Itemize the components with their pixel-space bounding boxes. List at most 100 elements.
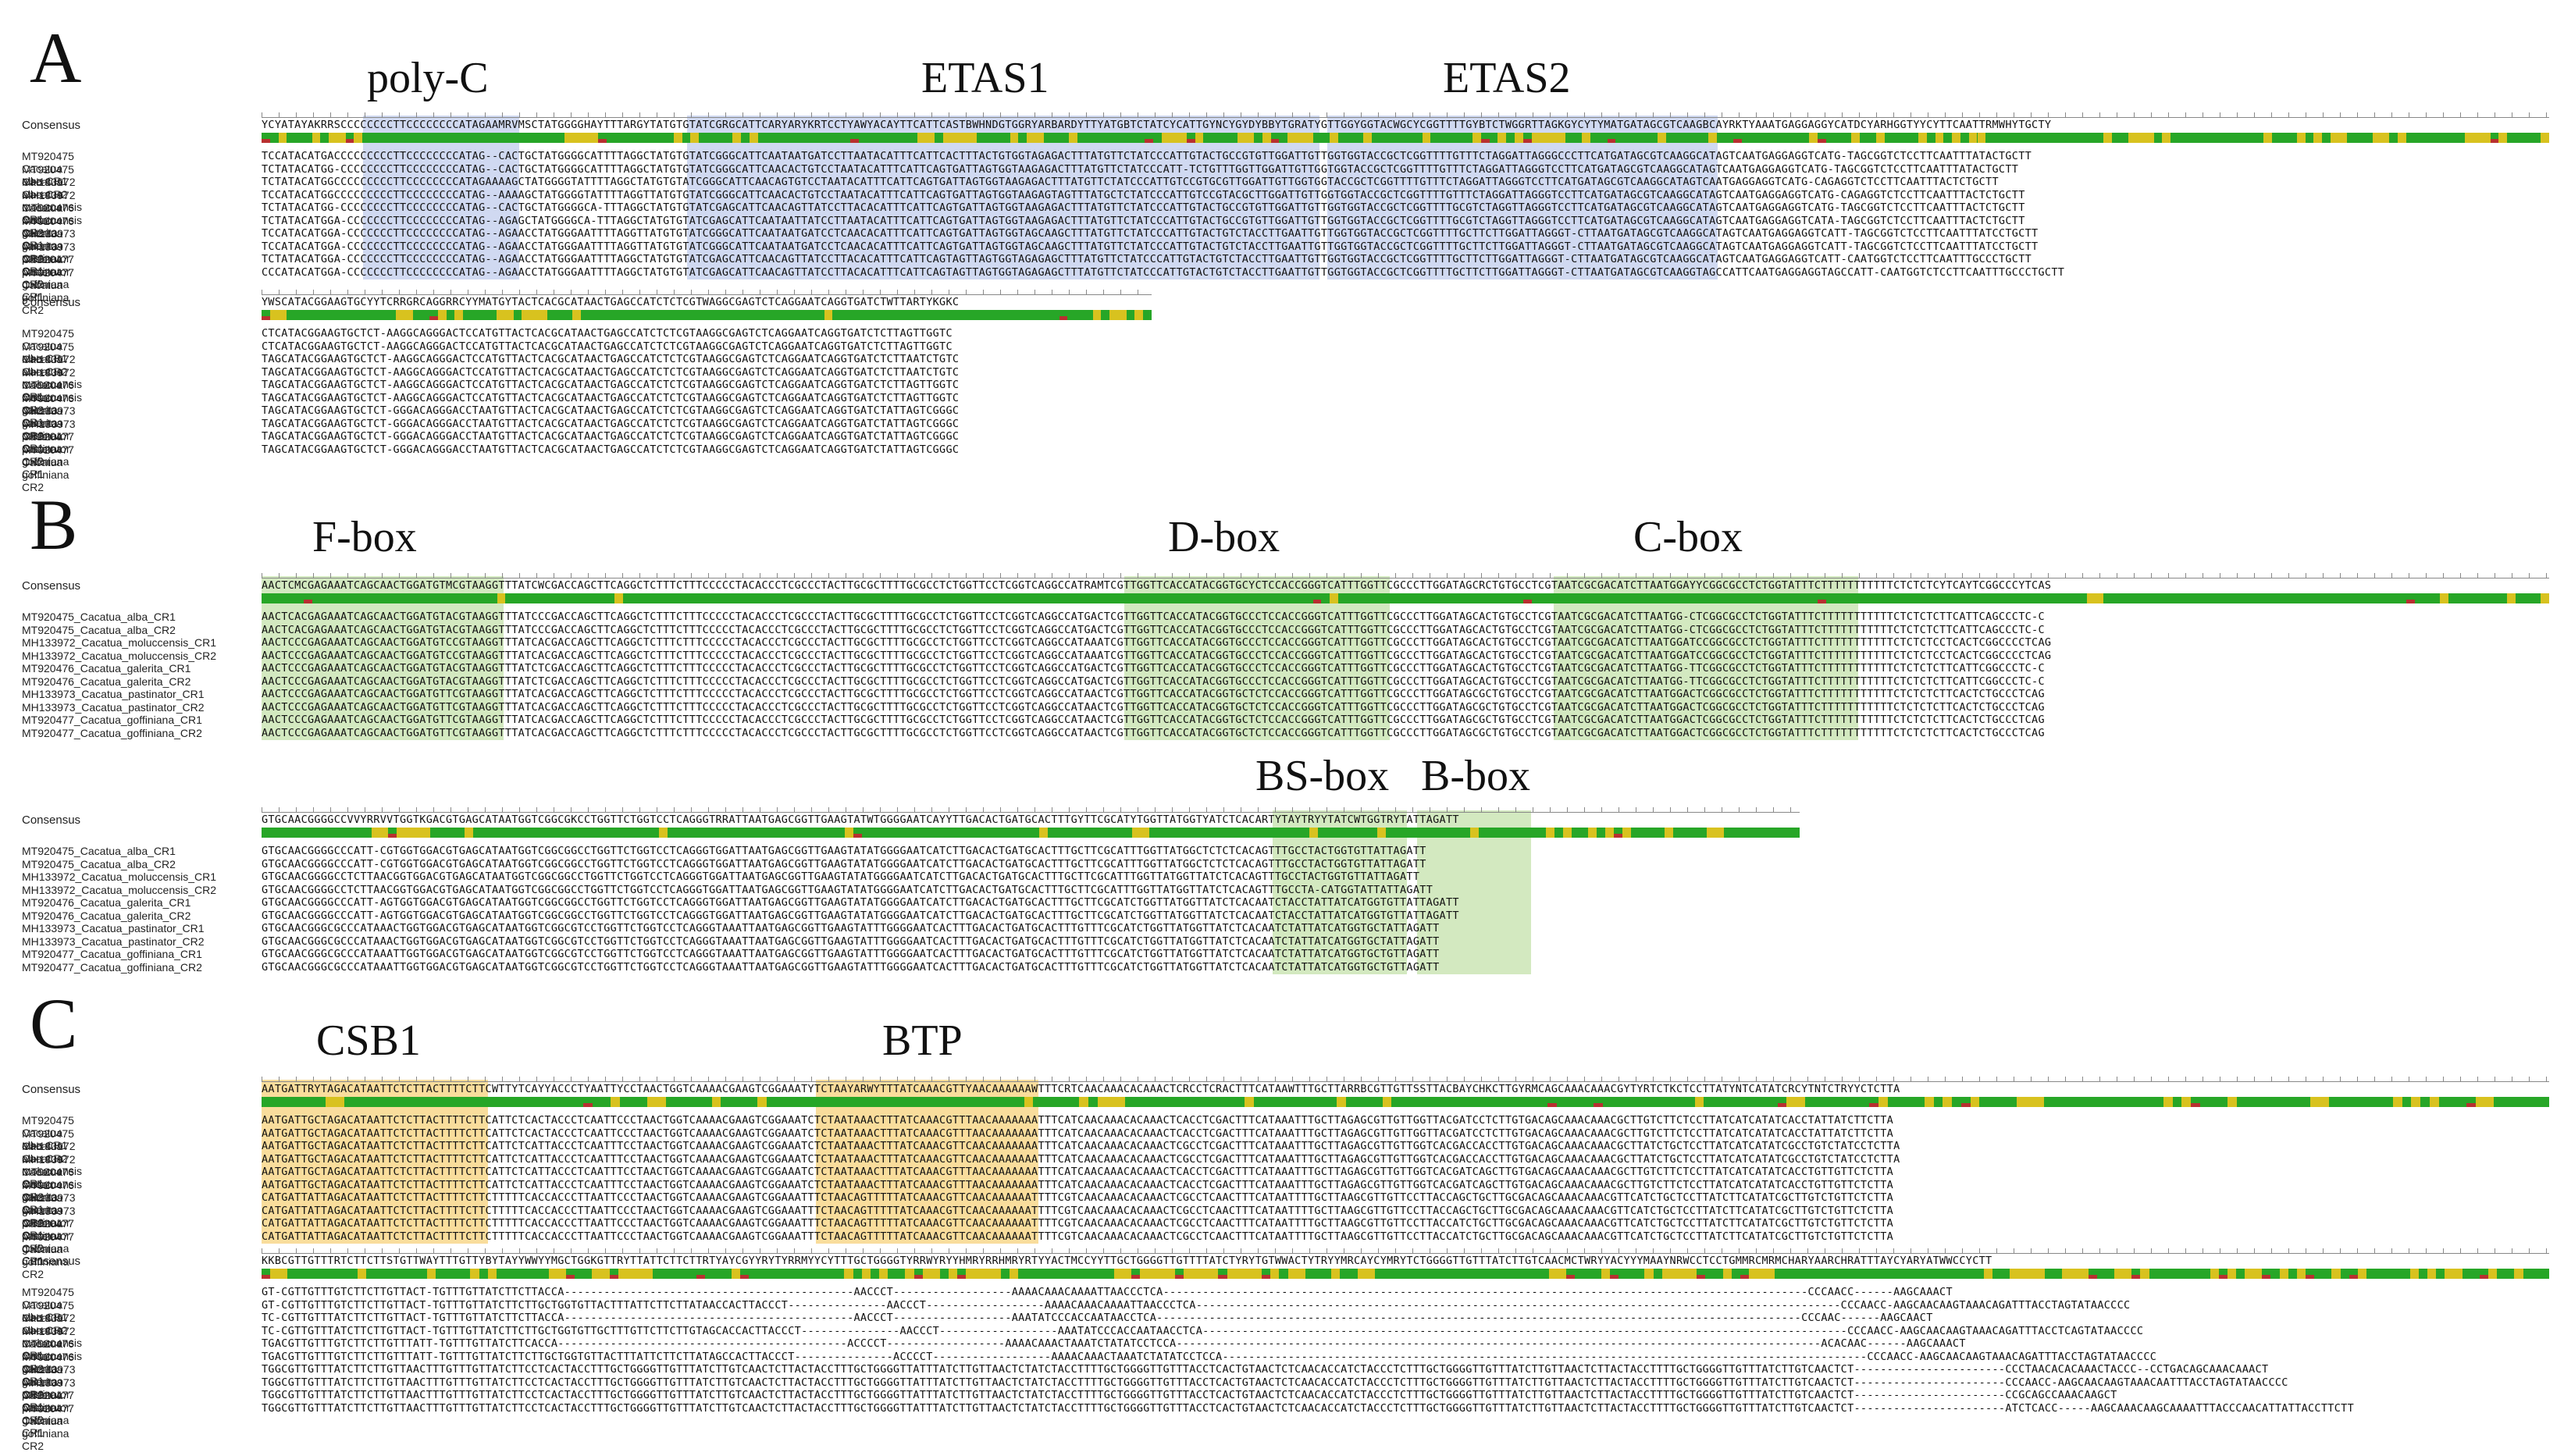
sequence-row: AACTCCCGAGAAATCAGCAACTGGATGTACGTAAGGTTTA… [262, 675, 2045, 688]
sequence-row: AACTCACGAGAAATCAGCAACTGGATGTACGTAAGGTTTA… [262, 611, 2045, 623]
sequence-name: MH133973_Cacatua_pastinator_CR2 [22, 700, 205, 714]
sequence-name: MT920476 Cacatua galerita CR1 [22, 201, 74, 251]
region-label-b-box: B-box [1421, 752, 1530, 800]
sequence-name: MT920475_Cacatua_alba_CR1 [22, 611, 176, 623]
consensus-label: Consensus [22, 813, 81, 827]
identity-bar [262, 133, 2549, 143]
sequence-row: AACTCACGAGAAATCAGCAACTGGATGTACGTAAGGTTTA… [262, 623, 2045, 636]
sequence-row: TAGCATACGGAAGTGCTCT-GGGACAGGGACCTAATGTTA… [262, 430, 960, 443]
sequence-row: TAGCATACGGAAGTGCTCT-AAGGCAGGGACTCCATGTTA… [262, 379, 960, 391]
highlight-etas1 [687, 116, 1319, 279]
highlight-d-box [1124, 576, 1390, 740]
sequence-name: MH133973 Cacatua pastinator CR2 [22, 1376, 76, 1426]
position-ruler [262, 283, 1152, 295]
identity-bar [262, 1269, 2549, 1279]
panel-a-letter: A [30, 18, 82, 98]
sequence-name: MT920476 Cacatua galerita CR2 [22, 1178, 74, 1229]
sequence-name: MT920477_Cacatua_goffiniana_CR2 [22, 726, 202, 739]
panel-b-letter: B [30, 485, 78, 564]
region-label-csb1: CSB1 [316, 1016, 421, 1065]
identity-bar [262, 828, 1800, 838]
sequence-name: MH133972 Cacatua moluccensis CR2 [22, 188, 83, 239]
consensus-label: Consensus [22, 579, 81, 593]
sequence-row: AATGATTGCTAGACATAATTCTCTTACTTTTCTTCATTCT… [262, 1114, 1894, 1127]
sequence-row: GTGCAACGGGCGCCCATAAATTGGTGGACGTGAGCATAAT… [262, 960, 1440, 974]
sequence-row: GTGCAACGGGGCCCATT-AGTGGTGGACGTGAGCATAATG… [262, 909, 1459, 922]
sequence-row: CATGATTATTAGACATAATTCTCTTACTTTTCTTCTTTTT… [262, 1191, 1894, 1204]
sequence-name: MH133972 Cacatua moluccensis CR1 [22, 353, 83, 403]
sequence-name: MT920476_Cacatua_galerita_CR2 [22, 675, 191, 688]
sequence-name: MH133973 Cacatua pastinator CR2 [22, 1204, 76, 1255]
consensus-label: Consensus [22, 119, 81, 132]
sequence-row: TCTATACATGG-CCCCCCCCTTCCCCCCCCATAG--CACT… [262, 201, 2025, 214]
sequence-name: MT920477 Cacatua goffiniana CR2 [22, 265, 74, 316]
sequence-row: TGACGTTGTTTGTCTTCTTGTTTATT-TGTTTGTTATCTT… [262, 1337, 1966, 1350]
sequence-name: MH133973 Cacatua pastinator CR1 [22, 227, 76, 277]
position-ruler [262, 106, 2549, 118]
sequence-name: MT920477_Cacatua_goffiniana_CR1 [22, 948, 202, 960]
sequence-row: AACTCCCGAGAAATCAGCAACTGGATGTTCGTAAGGTTTA… [262, 714, 2045, 726]
sequence-name: MH133972 Cacatua moluccensis CR2 [22, 365, 83, 416]
region-label-poly-c: poly-C [367, 54, 489, 102]
sequence-row: TCTATACATGGA-CCCCCCCTTCCCCCCCCATAG--AGAG… [262, 214, 2025, 227]
sequence-name: MH133972_Cacatua_moluccensis_CR2 [22, 649, 217, 662]
panel-c: C CSB1 BTP Consensus AATGATTRYTAGACATAATT… [0, 988, 2564, 1456]
sequence-row: CCCATACATGGA-CCCCCCCTTCCCCCCCCATAG--AGAA… [262, 265, 2065, 279]
sequence-row: GTGCAACGGGGCCTCTTAACGGTGGACGTGAGCATAATGG… [262, 883, 1433, 896]
sequence-row: CTCATACGGAAGTGCTCT-AAGGCAGGGACTCCATGTTAC… [262, 340, 953, 353]
region-label-etas2: ETAS2 [1443, 54, 1571, 102]
sequence-name: MH133972 Cacatua moluccensis CR1 [22, 176, 83, 226]
sequence-name: MH133972 Cacatua moluccensis CR2 [22, 1152, 83, 1203]
sequence-name: MH133973 Cacatua pastinator CR1 [22, 1363, 76, 1413]
sequence-name: MT920475 Cacatua alba CR2 [22, 340, 74, 378]
highlight-poly-c [363, 116, 519, 279]
sequence-row: GT-CGTTGTTTGTCTTCTTGTTACT-TGTTTGTTATCTTC… [262, 1298, 2131, 1312]
sequence-row: AACTCCCGAGAAATCAGCAACTGGATGTTCGTAAGGTTTA… [262, 700, 2045, 714]
sequence-name: MT920475_Cacatua_alba_CR1 [22, 845, 176, 857]
position-ruler [262, 1070, 2549, 1082]
sequence-name: MT920475 Cacatua alba CR2 [22, 1127, 74, 1165]
sequence-name: MH133973_Cacatua_pastinator_CR1 [22, 688, 205, 700]
identity-bar [262, 310, 1152, 320]
region-label-btp: BTP [882, 1016, 963, 1065]
sequence-name: MH133973_Cacatua_pastinator_CR1 [22, 922, 205, 934]
sequence-row: TGGCGTTGTTTATCTTCTTGTTAACTTTGTTTGTTATCTT… [262, 1401, 2354, 1415]
sequence-row: TAGCATACGGAAGTGCTCT-AAGGCAGGGACTCCATGTTA… [262, 365, 960, 379]
sequence-row: GTGCAACGGGGCCCATT-AGTGGTGGACGTGAGCATAATG… [262, 896, 1459, 909]
sequence-row: TCTATACATGGCCCCCCCCCTTCCCCCCCCATAGAAAAGC… [262, 176, 1999, 188]
consensus-sequence: GTGCAACGGGGCCVVYRRVVTGGTKGACGTGAGCATAATG… [262, 813, 1459, 826]
highlight-etas2 [1327, 116, 1718, 279]
sequence-name: MH133972_Cacatua_moluccensis_CR1 [22, 636, 217, 649]
sequence-row: TAGCATACGGAAGTGCTCT-GGGACAGGGACCTAATGTTA… [262, 417, 960, 430]
sequence-name: MH133973 Cacatua pastinator CR1 [22, 404, 76, 454]
highlight-btp [816, 1080, 1038, 1244]
sequence-row: TAGCATACGGAAGTGCTCT-GGGACAGGGACCTAATGTTA… [262, 404, 960, 417]
region-label-d-box: D-box [1168, 513, 1280, 561]
sequence-row: TGACGTTGTTTGTCTTCTTGTTTATT-TGTTTGTTATCTT… [262, 1350, 2157, 1363]
sequence-row: AATGATTGCTAGACATAATTCTCTTACTTTTCTTCATTCT… [262, 1140, 1900, 1152]
sequence-row: TCCATACATGGA-CCCCCCCTTCCCCCCCCATAG--AGAA… [262, 227, 2039, 240]
sequence-row: AATGATTGCTAGACATAATTCTCTTACTTTTCTTCATTCT… [262, 1152, 1900, 1166]
sequence-name: MH133972 Cacatua moluccensis CR1 [22, 1140, 83, 1190]
sequence-name: MT920476 Cacatua galerita CR2 [22, 214, 74, 265]
highlight-b-box [1417, 810, 1531, 974]
sequence-name: MT920477 Cacatua goffiniana CR2 [22, 1401, 74, 1452]
region-label-bs-box: BS-box [1255, 752, 1390, 800]
sequence-name: MT920477_Cacatua_goffiniana_CR2 [22, 960, 202, 974]
sequence-name: MT920476 Cacatua galerita CR1 [22, 1337, 74, 1387]
sequence-name: MT920476 Cacatua galerita CR2 [22, 1350, 74, 1401]
consensus-sequence: AATGATTRYTAGACATAATTCTCTTACTTTTCTTCWTTYT… [262, 1083, 1900, 1095]
sequence-name: MT920477 Cacatua goffiniana CR1 [22, 1217, 74, 1267]
sequence-name: MT920476_Cacatua_galerita_CR1 [22, 662, 191, 675]
sequence-row: AACTCCCGAGAAATCAGCAACTGGATGTCCGTAAGGTTTA… [262, 636, 2052, 649]
sequence-name: MH133973 Cacatua pastinator CR1 [22, 1191, 76, 1241]
sequence-name: MH133972 Cacatua moluccensis CR1 [22, 1312, 83, 1362]
sequence-name: MT920476_Cacatua_galerita_CR1 [22, 896, 191, 909]
consensus-label: Consensus [22, 1255, 81, 1268]
sequence-row: AATGATTGCTAGACATAATTCTCTTACTTTTCTTCATTCT… [262, 1166, 1894, 1178]
sequence-name: MT920475 Cacatua alba CR1 [22, 1114, 74, 1152]
sequence-row: TCCATACATGGCCCCCCCCCTTCCCCCCCCATAG--AAAA… [262, 188, 2025, 201]
identity-bar [262, 1097, 2549, 1107]
consensus-label: Consensus [22, 1083, 81, 1096]
panel-c-letter: C [30, 984, 78, 1063]
